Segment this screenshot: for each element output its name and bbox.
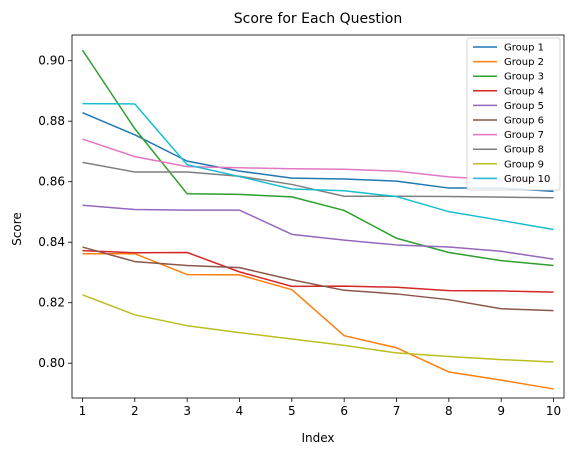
legend-label: Group 8 (504, 145, 544, 156)
series-line-group-6 (82, 246, 554, 312)
x-tick-label: 4 (236, 404, 244, 418)
x-tick-label: 5 (288, 404, 296, 418)
legend-label: Group 3 (504, 72, 544, 83)
x-tick-label: 9 (497, 404, 505, 418)
y-tick-label: 0.80 (38, 356, 65, 370)
x-tick-label: 7 (393, 404, 401, 418)
x-tick-label: 1 (79, 404, 87, 418)
series-line-group-4 (82, 249, 554, 293)
legend-label: Group 9 (504, 159, 544, 170)
plot-frame (71, 34, 565, 399)
legend-label: Group 1 (504, 43, 544, 54)
x-tick-label: 2 (131, 404, 139, 418)
y-tick-label: 0.86 (38, 175, 65, 189)
x-tick-label: 8 (445, 404, 453, 418)
legend-label: Group 7 (504, 130, 544, 141)
legend-label: Group 4 (504, 86, 544, 97)
y-tick-label: 0.90 (38, 54, 65, 68)
y-tick-label: 0.88 (38, 114, 65, 128)
legend-label: Group 6 (504, 116, 544, 127)
series-line-group-5 (82, 204, 554, 260)
y-tick-label: 0.84 (38, 235, 65, 249)
x-tick-label: 6 (340, 404, 348, 418)
y-tick-label: 0.82 (38, 296, 65, 310)
x-tick-label: 10 (546, 404, 561, 418)
series-line-group-10 (82, 102, 554, 231)
legend-label: Group 2 (504, 57, 544, 68)
plot-area: 1 2 3 4 5 6 7 8 9 10 0.80 0.82 0.84 0.86 0.88 0.90 (38, 34, 565, 418)
x-tick-label: 3 (183, 404, 191, 418)
x-axis-label: Index (301, 431, 334, 445)
legend-label: Group 5 (504, 101, 544, 112)
legend: Group 1 Group 2 Group 3 Group 4 Group 5 Group… (466, 37, 561, 191)
series-line-group-2 (82, 252, 554, 390)
series-line-group-9 (82, 294, 554, 363)
legend-label: Group 10 (504, 174, 550, 185)
chart-title: Score for Each Question (234, 11, 402, 27)
y-axis-label: Score (10, 212, 24, 246)
